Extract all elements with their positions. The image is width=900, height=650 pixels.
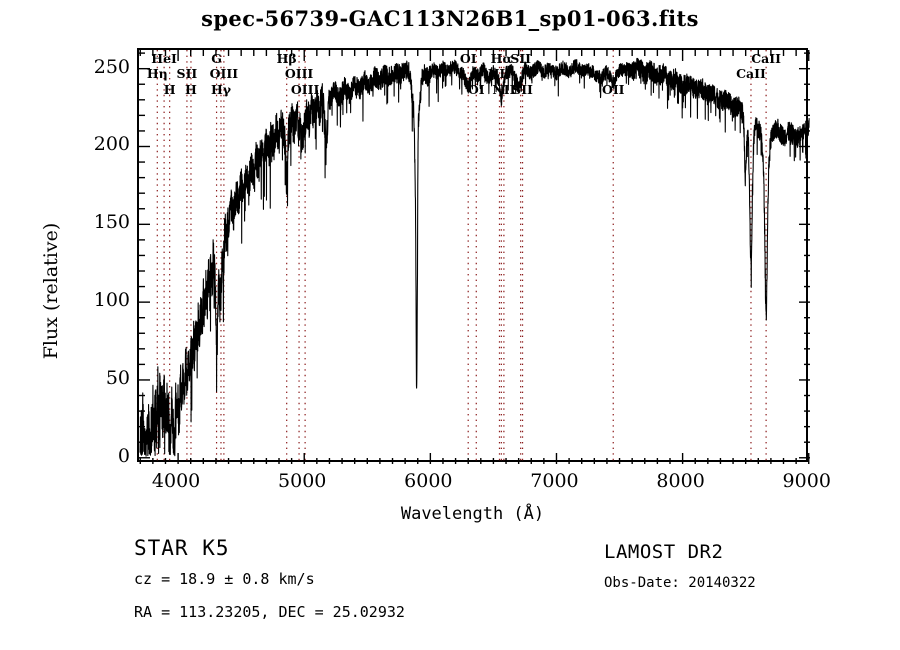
line-label-G-4305: G (211, 51, 222, 66)
x-tick-label-5000: 5000 (278, 470, 327, 492)
y-tick-label-50: 50 (105, 366, 130, 389)
line-label-SII-6731: SII (512, 82, 533, 97)
line-label-OII-7450: OII (601, 82, 625, 97)
y-axis-tick-labels: 0 50 100 150 200 250 (72, 48, 130, 467)
line-label-OI-6300: OI (459, 51, 477, 66)
redshift-info: cz = 18.9 ± 0.8 km/s (134, 570, 315, 588)
line-label-OIII-5007: OIII (290, 82, 320, 97)
survey-label: LAMOST DR2 (604, 541, 724, 563)
x-axis-tick-labels: 4000 5000 6000 7000 8000 9000 (137, 470, 831, 496)
line-label-H-6563: Hα (490, 51, 513, 66)
line-label-H-3835: Hη (146, 66, 168, 81)
line-label-OIII-4959: OIII (284, 66, 314, 81)
y-tick-label-200: 200 (93, 133, 130, 156)
y-tick-label-0: 0 (117, 444, 130, 467)
y-tick-label-150: 150 (93, 211, 130, 234)
spectrum-trace (139, 57, 810, 457)
spectrum-plot-svg (139, 50, 810, 464)
line-label-OI-6364: OI (467, 82, 485, 97)
object-summary: STAR K5 (134, 536, 230, 560)
y-tick-label-250: 250 (93, 55, 130, 78)
x-axis-title: Wavelength (Å) (400, 504, 545, 524)
coordinates-info: RA = 113.23205, DEC = 25.02932 (134, 603, 405, 621)
plot-area[interactable]: Hη HeI H SII H G OIII Hγ Hβ OIII OIII OI OI Hα NII NII S… (137, 48, 810, 464)
x-tick-label-4000: 4000 (151, 470, 201, 492)
y-axis-title-wrap: Flux (relative) (26, 90, 66, 420)
line-label-H-4102: H (185, 82, 197, 97)
x-tick-label-9000: 9000 (782, 470, 831, 492)
line-label-H-4340: Hγ (210, 82, 231, 97)
y-axis-title: Flux (relative) (40, 222, 62, 360)
line-label-SII-6716: SII (510, 51, 532, 66)
page-title: spec-56739-GAC113N26B1_sp01-063.fits (201, 6, 699, 31)
line-label-NII-6548: NII (487, 66, 512, 81)
line-label-OIII-4363: OIII (209, 66, 239, 81)
plot-canvas (139, 50, 810, 464)
x-tick-label-6000: 6000 (404, 470, 453, 492)
line-label-SII-4070: SII (176, 66, 198, 81)
obs-date: Obs-Date: 20140322 (604, 575, 756, 591)
line-label-H-3933: H (163, 82, 176, 97)
line-label-CaII-8662: CaII (751, 51, 781, 66)
line-label-NII-6583: NII (492, 82, 516, 97)
line-marker-group (156, 50, 767, 464)
x-tick-label-7000: 7000 (530, 470, 579, 492)
line-label-CaII-8542: CaII (736, 66, 766, 81)
x-tick-label-8000: 8000 (656, 470, 705, 492)
line-label-HeI-3889: HeI (151, 51, 177, 66)
line-label-H-4861: Hβ (276, 51, 297, 66)
y-tick-label-100: 100 (93, 289, 130, 312)
axis-ticks (139, 50, 810, 464)
